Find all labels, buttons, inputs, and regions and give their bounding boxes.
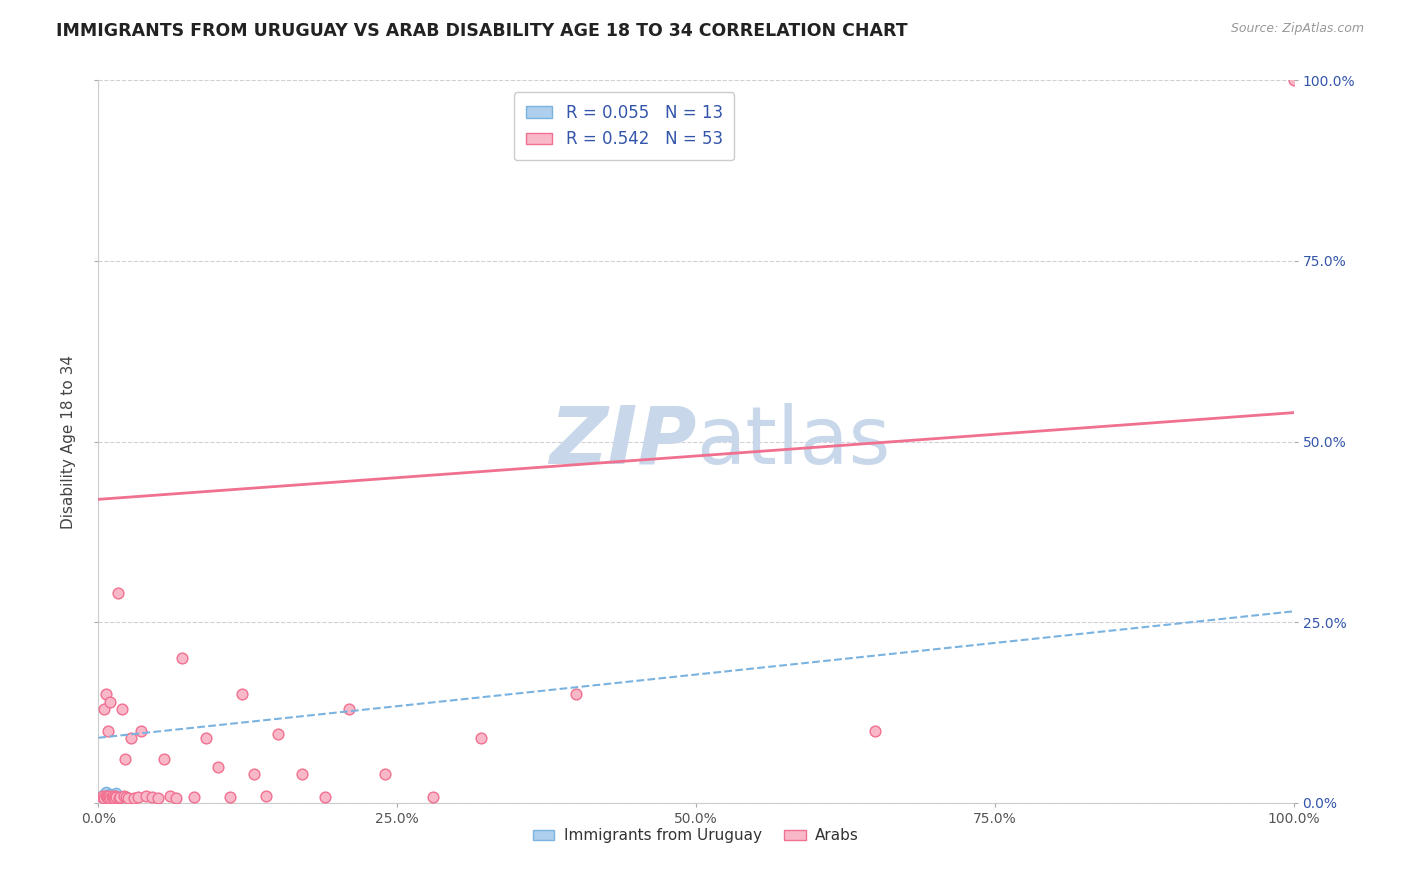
Point (101, 789, 124, 803)
Point (98, 791, 122, 805)
Point (98, 789, 121, 804)
Text: IMMIGRANTS FROM URUGUAY VS ARAB DISABILITY AGE 18 TO 34 CORRELATION CHART: IMMIGRANTS FROM URUGUAY VS ARAB DISABILI… (56, 22, 908, 40)
Point (104, 789, 127, 804)
Point (105, 786, 128, 800)
Point (111, 702, 134, 716)
Point (219, 790, 242, 805)
Point (96, 790, 118, 805)
Point (153, 752, 176, 766)
Point (108, 790, 131, 805)
Point (207, 760, 229, 774)
Point (100, 790, 122, 805)
Point (195, 731, 218, 745)
Point (96, 790, 118, 805)
Point (315, 790, 337, 805)
Point (112, 789, 135, 804)
Point (291, 767, 314, 781)
Point (1282, 73, 1305, 87)
Point (94, 687, 117, 701)
Point (243, 767, 266, 781)
Point (565, 687, 588, 701)
Point (120, 731, 142, 745)
Point (172, 651, 194, 665)
Point (91, 789, 114, 803)
Text: Source: ZipAtlas.com: Source: ZipAtlas.com (1230, 22, 1364, 36)
Point (131, 723, 153, 738)
Y-axis label: Disability Age 18 to 34: Disability Age 18 to 34 (60, 354, 76, 529)
Point (865, 723, 887, 738)
Point (183, 790, 205, 805)
Point (94, 785, 117, 799)
Point (114, 752, 136, 766)
Point (98, 695, 122, 709)
Point (165, 790, 187, 805)
Point (127, 790, 149, 805)
Point (93, 702, 115, 716)
Text: atlas: atlas (696, 402, 890, 481)
Point (91, 789, 114, 803)
Point (111, 790, 134, 805)
Point (124, 790, 146, 805)
Point (97, 789, 120, 803)
Point (91, 790, 114, 805)
Point (97, 790, 120, 805)
Point (374, 767, 396, 781)
Point (94, 789, 117, 804)
Point (91, 790, 114, 805)
Point (105, 790, 128, 805)
Point (231, 687, 253, 701)
Point (159, 789, 181, 804)
Point (115, 790, 138, 805)
Point (141, 790, 163, 805)
Point (100, 789, 122, 804)
Legend: Immigrants from Uruguay, Arabs: Immigrants from Uruguay, Arabs (527, 822, 865, 849)
Point (422, 790, 444, 805)
Point (107, 586, 129, 600)
Point (135, 789, 157, 804)
Point (94, 792, 117, 806)
Point (97, 723, 120, 738)
Point (339, 702, 361, 716)
Point (93, 787, 115, 801)
Point (98, 787, 122, 801)
Text: ZIP: ZIP (548, 402, 696, 481)
Point (103, 790, 125, 805)
Point (470, 731, 492, 745)
Point (93, 790, 115, 805)
Point (107, 790, 129, 805)
Point (103, 788, 125, 802)
Point (98, 790, 121, 805)
Point (117, 790, 139, 805)
Point (148, 790, 170, 805)
Point (267, 727, 290, 741)
Point (254, 789, 277, 804)
